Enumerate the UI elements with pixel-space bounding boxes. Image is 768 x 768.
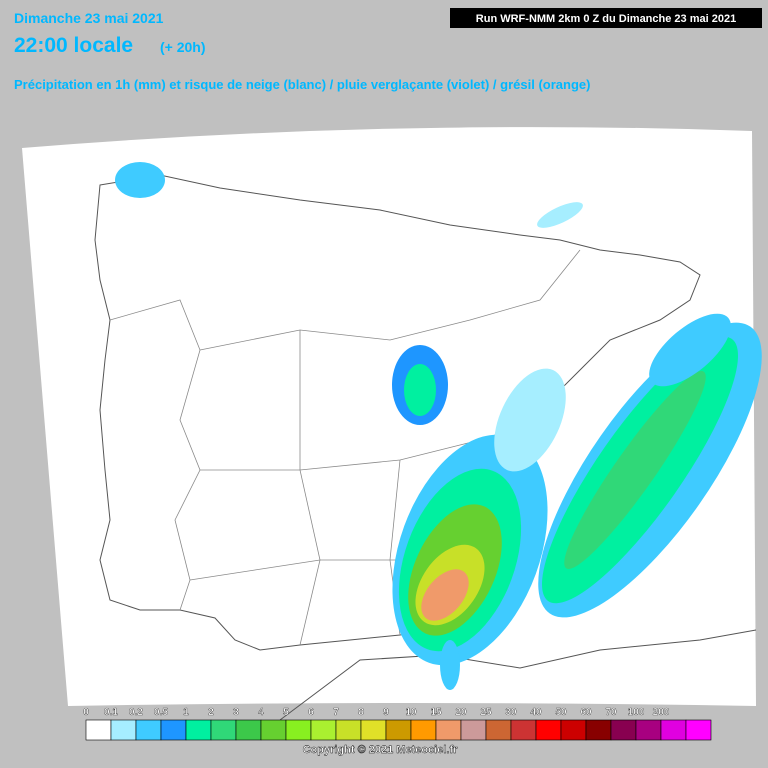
time-label: 22:00 locale xyxy=(14,34,133,57)
legend-swatch xyxy=(635,719,662,741)
legend-swatch xyxy=(585,719,612,741)
legend-swatch xyxy=(385,719,412,741)
border xyxy=(109,299,201,611)
legend-swatch xyxy=(510,719,537,741)
copyright: Copyright © 2021 Meteociel.fr xyxy=(303,744,459,756)
legend-label: 1 xyxy=(183,707,189,718)
legend-swatch xyxy=(185,719,212,741)
legend-swatch xyxy=(110,719,137,741)
legend-swatch xyxy=(235,719,262,741)
legend-swatch xyxy=(160,719,187,741)
legend-label: 60 xyxy=(580,707,592,718)
legend-label: 6 xyxy=(308,707,314,718)
legend-label: 2 xyxy=(208,707,214,718)
legend-swatch xyxy=(135,719,162,741)
legend-label: 200 xyxy=(653,707,670,718)
legend-label: 0.2 xyxy=(129,707,143,718)
legend-label: 5 xyxy=(283,707,289,718)
legend-label: 40 xyxy=(530,707,542,718)
legend-label: 10 xyxy=(405,707,417,718)
precipitation xyxy=(115,162,762,690)
legend-label: 7 xyxy=(333,707,339,718)
precip-area xyxy=(404,364,436,416)
legend-swatch xyxy=(335,719,362,741)
legend-swatch xyxy=(485,719,512,741)
legend-swatch xyxy=(685,719,712,741)
legend-label: 3 xyxy=(233,707,239,718)
legend-swatch xyxy=(85,719,112,741)
legend-swatch xyxy=(660,719,687,741)
legend-label: 100 xyxy=(628,707,645,718)
precip-area xyxy=(421,569,469,621)
legend-label: 15 xyxy=(430,707,442,718)
legend-swatch xyxy=(535,719,562,741)
legend-swatch xyxy=(610,719,637,741)
legend-label: 0.5 xyxy=(154,707,168,718)
legend-label: 20 xyxy=(455,707,467,718)
legend-swatch xyxy=(285,719,312,741)
legend-label: 0 xyxy=(83,707,89,718)
precip-area xyxy=(115,162,165,198)
border xyxy=(199,249,581,351)
precip-area xyxy=(494,368,566,472)
precip-area xyxy=(537,202,583,228)
lead-label: (+ 20h) xyxy=(160,39,206,55)
legend-label: 70 xyxy=(605,707,617,718)
subtitle: Précipitation en 1h (mm) et risque de ne… xyxy=(14,77,590,92)
africa-coast xyxy=(279,629,757,721)
date-label: Dimanche 23 mai 2021 xyxy=(14,10,164,26)
legend-swatch xyxy=(435,719,462,741)
precip-area xyxy=(564,371,706,569)
legend-swatch xyxy=(360,719,387,741)
legend-swatch xyxy=(310,719,337,741)
legend-label: 0.1 xyxy=(104,707,118,718)
run-label: Run WRF-NMM 2km 0 Z du Dimanche 23 mai 2… xyxy=(476,13,736,25)
run-box xyxy=(450,8,762,28)
precip-area xyxy=(649,313,731,387)
precip-area xyxy=(440,640,460,690)
legend-swatch xyxy=(410,719,437,741)
legend-label: 8 xyxy=(358,707,364,718)
legend-swatch xyxy=(260,719,287,741)
legend-label: 50 xyxy=(555,707,567,718)
legend-label: 30 xyxy=(505,707,517,718)
legend: 0 0.1 0.2 0.5 1 2 3 4 5 6 7 8 9 10 15 20 25 30 40 50 60 70 100… xyxy=(83,707,712,741)
legend-label: 4 xyxy=(258,707,264,718)
legend-swatch xyxy=(210,719,237,741)
legend-label: 9 xyxy=(383,707,389,718)
legend-swatch xyxy=(460,719,487,741)
legend-label: 25 xyxy=(480,707,492,718)
legend-swatch xyxy=(560,719,587,741)
